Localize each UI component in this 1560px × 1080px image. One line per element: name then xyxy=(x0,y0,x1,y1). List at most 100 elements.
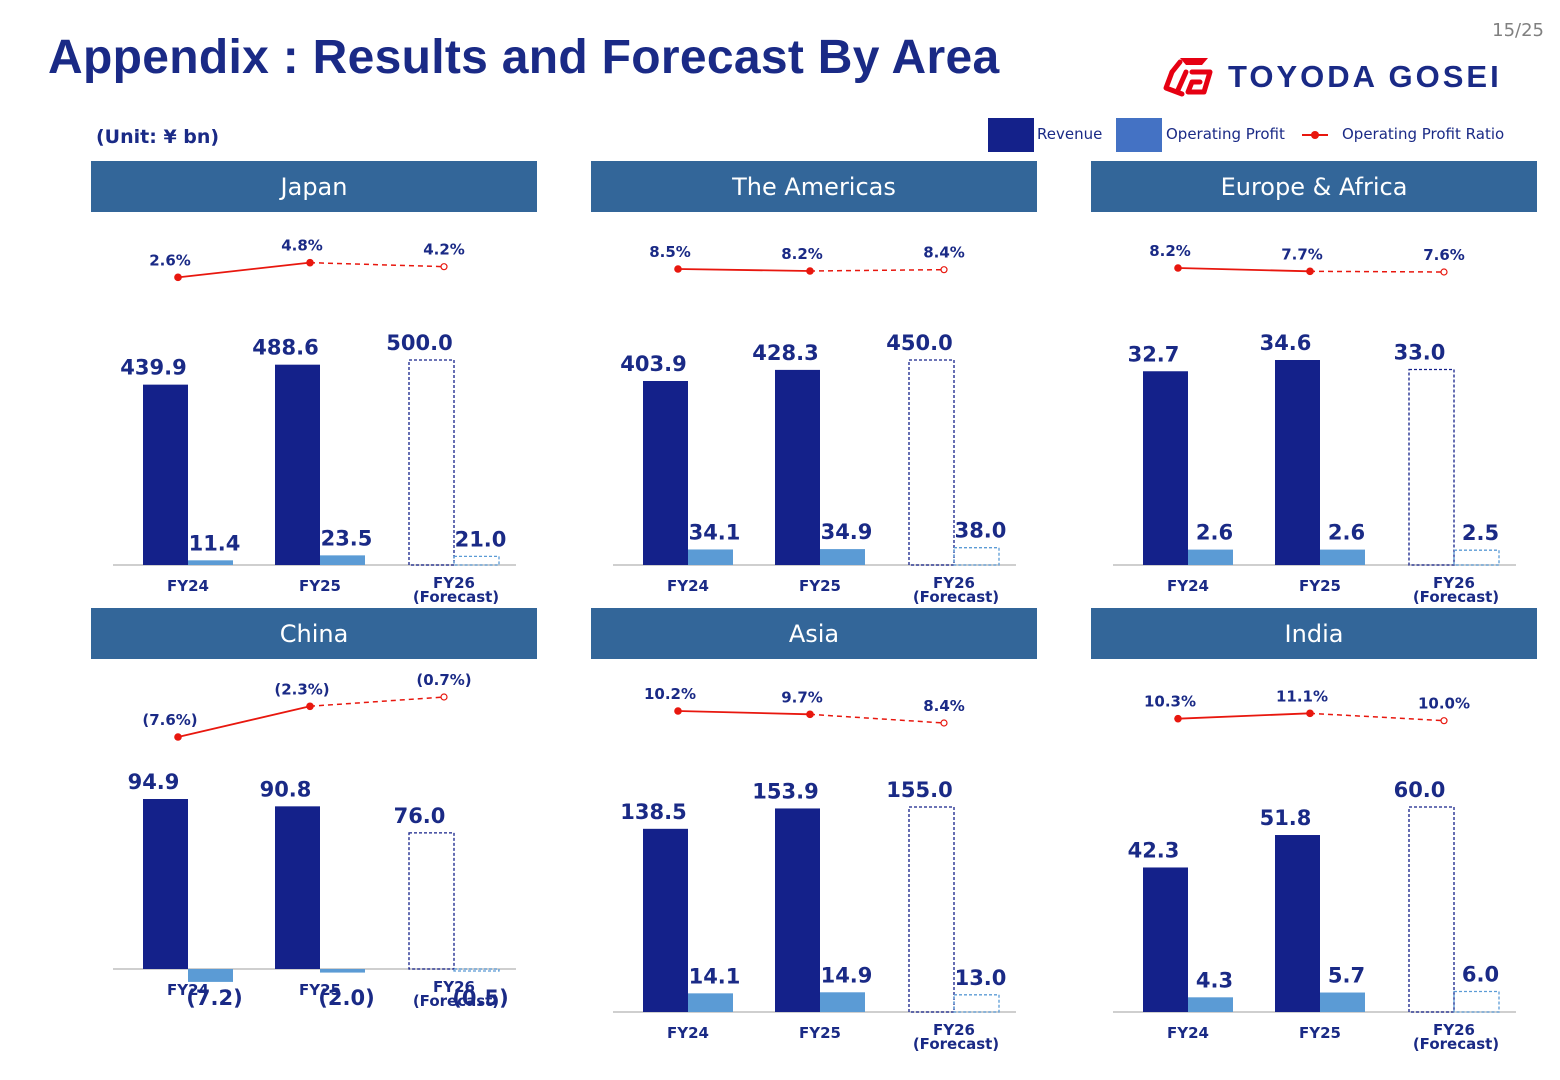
category-label: FY25 xyxy=(1299,577,1341,595)
profit-bar-fy24 xyxy=(188,560,233,565)
ratio-line-actual xyxy=(677,710,811,716)
revenue-value-label: 60.0 xyxy=(1394,778,1446,802)
ratio-value-label: (0.7%) xyxy=(416,671,471,689)
ratio-line-actual xyxy=(1177,712,1311,720)
ratio-point xyxy=(440,693,448,701)
profit-value-label: (7.2) xyxy=(186,986,242,1010)
ratio-point xyxy=(806,710,814,719)
revenue-value-label: 32.7 xyxy=(1128,342,1180,366)
category-label: FY24 xyxy=(167,577,209,595)
revenue-bar-fy24 xyxy=(643,381,688,565)
category-label: FY24 xyxy=(1167,1024,1209,1042)
revenue-bar-fy24 xyxy=(143,384,188,565)
category-sublabel: (Forecast) xyxy=(1413,588,1499,606)
panel-header-americas: The Americas xyxy=(591,161,1037,212)
legend-ratio-swatch xyxy=(1302,131,1328,139)
panel-header-india: India xyxy=(1091,608,1537,659)
revenue-value-label: 34.6 xyxy=(1260,331,1312,355)
ratio-line-actual xyxy=(1177,267,1311,273)
profit-value-label: 14.1 xyxy=(689,964,741,988)
revenue-bar-fy25 xyxy=(775,369,820,565)
category-sublabel: (Forecast) xyxy=(1413,1035,1499,1053)
panel-header-europe-africa: Europe & Africa xyxy=(1091,161,1537,212)
profit-bar-fy25 xyxy=(820,992,865,1012)
profit-value-label: 13.0 xyxy=(955,966,1007,990)
category-label: FY26 xyxy=(433,978,475,996)
revenue-bar-fy24 xyxy=(1143,371,1188,565)
category-label: FY25 xyxy=(1299,1024,1341,1042)
category-sublabel: (Forecast) xyxy=(413,588,499,606)
revenue-bar-fy24 xyxy=(1143,867,1188,1012)
profit-value-label: 34.1 xyxy=(689,520,741,544)
ratio-value-label: 8.4% xyxy=(923,244,965,262)
ratio-point xyxy=(440,263,448,271)
category-label: FY26 xyxy=(933,1021,975,1039)
ratio-line-forecast xyxy=(809,268,945,272)
category-label: FY24 xyxy=(667,1024,709,1042)
category-label: FY26 xyxy=(1433,574,1475,592)
ratio-point xyxy=(1306,709,1314,718)
category-sublabel: (Forecast) xyxy=(913,1035,999,1053)
legend-profit-label: Operating Profit xyxy=(1166,125,1285,143)
profit-bar-fy26 xyxy=(1453,990,1500,1013)
panel-india: India 42.3 4.3 FY24 51.8 5.7 FY25 60.0 6.0 FY26(… xyxy=(1091,608,1537,1053)
category-label: FY26 xyxy=(433,574,475,592)
profit-value-label: 14.9 xyxy=(821,963,873,987)
revenue-bar-fy25 xyxy=(775,808,820,1012)
revenue-bar-fy25 xyxy=(275,806,320,969)
profit-value-label: 2.5 xyxy=(1462,521,1499,545)
profit-bar-fy24 xyxy=(1188,549,1233,565)
chart-china: 94.9(7.2)FY2490.8(2.0)FY2576.0(0.5)FY26(… xyxy=(113,671,516,1010)
ratio-value-label: 8.2% xyxy=(1149,242,1191,260)
profit-value-label: 5.7 xyxy=(1328,964,1365,988)
revenue-bar-fy25 xyxy=(275,364,320,565)
panel-header-china: China xyxy=(91,608,537,659)
ratio-value-label: (7.6%) xyxy=(142,711,197,729)
chart-legend: Revenue Operating Profit Operating Profi… xyxy=(988,118,1548,152)
revenue-value-label: 33.0 xyxy=(1394,340,1446,364)
revenue-value-label: 488.6 xyxy=(252,336,318,360)
ratio-value-label: 11.1% xyxy=(1276,687,1328,705)
revenue-value-label: 94.9 xyxy=(128,770,180,794)
ratio-point xyxy=(174,733,182,741)
category-sublabel: (Forecast) xyxy=(913,588,999,606)
legend-profit-swatch xyxy=(1116,118,1162,152)
chart-americas: 403.9 34.1 FY24 428.3 34.9 FY25 450.0 38.0 FY26(… xyxy=(613,243,1016,606)
unit-label: (Unit: ¥ bn) xyxy=(96,126,220,148)
panel-asia: Asia 138.5 14.1 FY24 153.9 14.9 FY25 155.0 13.0… xyxy=(591,608,1037,1053)
profit-bar-fy24 xyxy=(688,993,733,1012)
logo-text: TOYODA GOSEI xyxy=(1228,59,1502,94)
revenue-bar-fy26 xyxy=(1408,806,1455,1013)
page-number: 15/25 xyxy=(1492,20,1544,41)
profit-value-label: 6.0 xyxy=(1462,963,1499,987)
revenue-bar-fy26 xyxy=(408,832,455,970)
category-label: FY25 xyxy=(799,577,841,595)
revenue-value-label: 138.5 xyxy=(620,800,686,824)
ratio-value-label: 8.5% xyxy=(649,243,691,261)
ratio-point xyxy=(940,719,948,727)
category-label: FY26 xyxy=(1433,1021,1475,1039)
ratio-line-forecast xyxy=(1309,712,1445,722)
ratio-value-label: 4.2% xyxy=(423,241,465,259)
ratio-value-label: 7.6% xyxy=(1423,246,1465,264)
ratio-point xyxy=(306,258,314,267)
ratio-line-forecast xyxy=(1309,270,1445,273)
profit-value-label: 21.0 xyxy=(455,527,507,551)
profit-bar-fy24 xyxy=(1188,997,1233,1012)
panel-china: China 94.9 (7.2) FY24 90.8 (2.0) FY25 76.0 (0.5… xyxy=(91,608,537,1028)
profit-bar-fy26 xyxy=(953,547,1000,566)
profit-bar-fy25 xyxy=(320,555,365,565)
company-logo: TOYODA GOSEI xyxy=(1163,58,1502,97)
ratio-point xyxy=(1174,714,1182,723)
legend-revenue-label: Revenue xyxy=(1037,125,1103,143)
ratio-value-label: 4.8% xyxy=(281,237,323,255)
revenue-value-label: 428.3 xyxy=(752,341,818,365)
ratio-value-label: 7.7% xyxy=(1281,245,1323,263)
revenue-value-label: 403.9 xyxy=(620,352,686,376)
category-label: FY25 xyxy=(799,1024,841,1042)
profit-bar-fy24 xyxy=(688,549,733,565)
revenue-bar-fy24 xyxy=(643,828,688,1012)
profit-value-label: 34.9 xyxy=(821,520,873,544)
profit-value-label: 4.3 xyxy=(1196,968,1233,992)
profit-value-label: 2.6 xyxy=(1196,521,1233,545)
